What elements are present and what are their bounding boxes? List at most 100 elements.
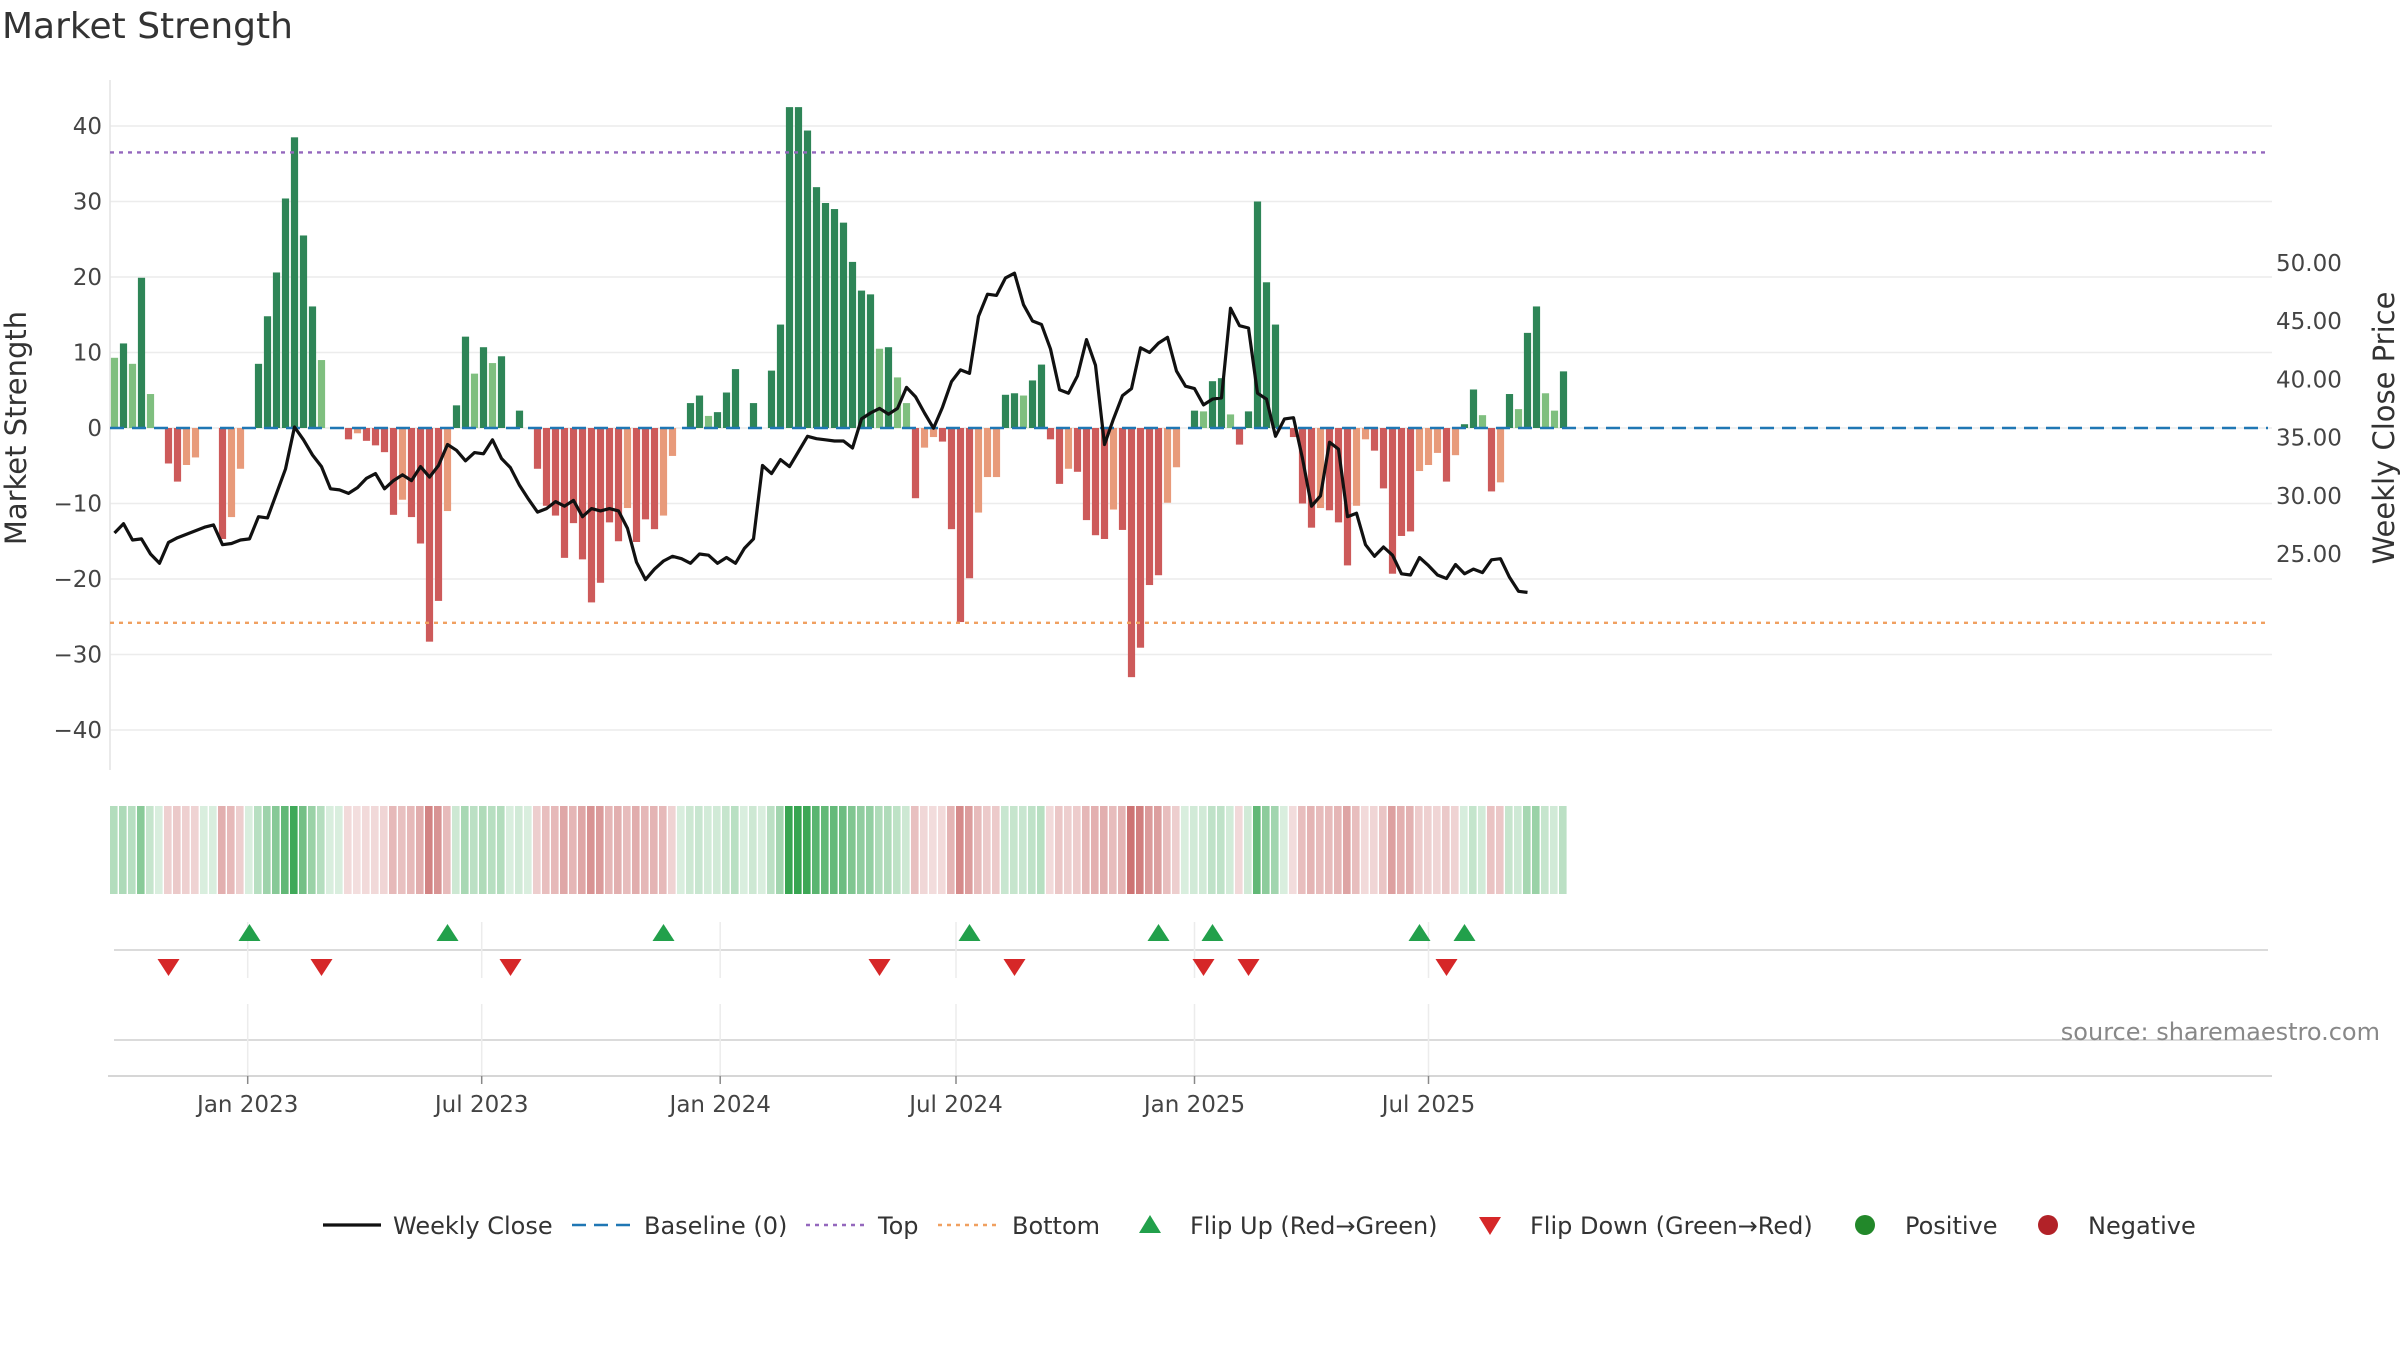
heat-cell — [641, 806, 649, 894]
heat-cell — [758, 806, 766, 894]
heat-cell — [902, 806, 910, 894]
heat-cell — [128, 806, 136, 894]
positive-bar — [1262, 282, 1271, 428]
heat-cell — [119, 806, 127, 894]
flip-down-marker — [499, 959, 522, 976]
heat-cell — [1379, 806, 1387, 894]
positive-bar — [1541, 393, 1550, 428]
x-tick-label: Jan 2025 — [1142, 1092, 1245, 1118]
right-tick-label: 25.00 — [2276, 542, 2342, 568]
right-tick-label: 45.00 — [2276, 309, 2342, 335]
positive-bar — [281, 198, 290, 428]
heat-cell — [434, 806, 442, 894]
heat-cell — [1253, 806, 1261, 894]
heat-cell — [830, 806, 838, 894]
negative-bar — [1451, 428, 1460, 456]
legend-label-positive: Positive — [1905, 1212, 1998, 1240]
flip-down-marker — [1435, 959, 1458, 976]
heat-cell — [542, 806, 550, 894]
chart-title: Market Strength — [2, 6, 293, 47]
positive-bar — [308, 306, 317, 428]
negative-bar — [623, 428, 632, 509]
positive-bar — [1523, 332, 1532, 428]
reference-lines — [110, 151, 2268, 624]
heat-cell — [893, 806, 901, 894]
heat-cell — [146, 806, 154, 894]
weekly-close-series — [113, 271, 1528, 594]
positive-bar — [731, 369, 740, 428]
heat-cell — [506, 806, 514, 894]
heat-cell — [839, 806, 847, 894]
positive-bar — [272, 272, 281, 428]
negative-bar — [434, 428, 443, 601]
positive-bar — [1532, 306, 1541, 428]
flip-up-marker — [1408, 924, 1431, 941]
heat-cell — [227, 806, 235, 894]
heat-cell — [1127, 806, 1135, 894]
heat-cell — [1154, 806, 1162, 894]
heat-cell — [308, 806, 316, 894]
heat-cell — [1307, 806, 1315, 894]
heat-cell — [1406, 806, 1414, 894]
positive-bar — [713, 412, 722, 428]
flip-up-marker — [238, 924, 261, 941]
heat-cell — [965, 806, 973, 894]
heat-cell — [911, 806, 919, 894]
negative-bar — [1370, 428, 1379, 451]
positive-bar — [497, 356, 506, 428]
negative-bar — [1082, 428, 1091, 521]
weekly-close-line — [113, 271, 1528, 594]
negative-bar — [1100, 428, 1109, 539]
negative-bar — [1235, 428, 1244, 445]
heat-cell — [1541, 806, 1549, 894]
negative-bar — [1415, 428, 1424, 472]
flip-up-marker — [652, 924, 675, 941]
negative-bar — [1055, 428, 1064, 484]
negative-bar — [596, 428, 605, 583]
legend-label-flip-up: Flip Up (Red→Green) — [1190, 1212, 1438, 1240]
positive-bar — [1244, 411, 1253, 428]
positive-bar — [722, 392, 731, 428]
flip-down-marker — [1192, 959, 1215, 976]
legend-flip-down-swatch — [1479, 1217, 1501, 1235]
positive-bar — [1559, 371, 1568, 428]
heat-cell — [110, 806, 118, 894]
heat-cell — [794, 806, 802, 894]
positive-bar — [119, 343, 128, 428]
negative-bar — [659, 428, 668, 516]
positive-bar — [821, 203, 830, 428]
heat-cell — [1388, 806, 1396, 894]
flip-down-marker — [310, 959, 333, 976]
negative-bar — [1379, 428, 1388, 489]
heat-cell — [443, 806, 451, 894]
heat-cell — [1433, 806, 1441, 894]
heat-cell — [587, 806, 595, 894]
strength-bars — [110, 107, 1568, 678]
heat-cell — [281, 806, 289, 894]
positive-bar — [749, 403, 758, 428]
heat-cell — [344, 806, 352, 894]
heat-cell — [812, 806, 820, 894]
positive-bar — [839, 222, 848, 428]
heat-cell — [236, 806, 244, 894]
positive-bar — [803, 130, 812, 428]
heat-cell — [461, 806, 469, 894]
legend-label-negative: Negative — [2088, 1212, 2196, 1240]
heat-cell — [1469, 806, 1477, 894]
right-tick-label: 30.00 — [2276, 484, 2342, 510]
heat-cell — [479, 806, 487, 894]
positive-bar — [893, 377, 902, 428]
positive-bar — [1010, 393, 1019, 428]
heat-cell — [866, 806, 874, 894]
positive-bar — [1028, 380, 1037, 428]
flip-up-marker — [1453, 924, 1476, 941]
heat-cell — [245, 806, 253, 894]
positive-bar — [1478, 415, 1487, 428]
positive-bar — [704, 415, 713, 428]
negative-bar — [542, 428, 551, 506]
negative-bar — [578, 428, 587, 560]
negative-bar — [191, 428, 200, 458]
negative-bar — [992, 428, 1001, 478]
legend-label-baseline: Baseline (0) — [644, 1212, 787, 1240]
x-axis: Jan 2023 Jul 2023 Jan 2024 Jul 2024 Jan 2025… — [108, 1075, 2272, 1118]
